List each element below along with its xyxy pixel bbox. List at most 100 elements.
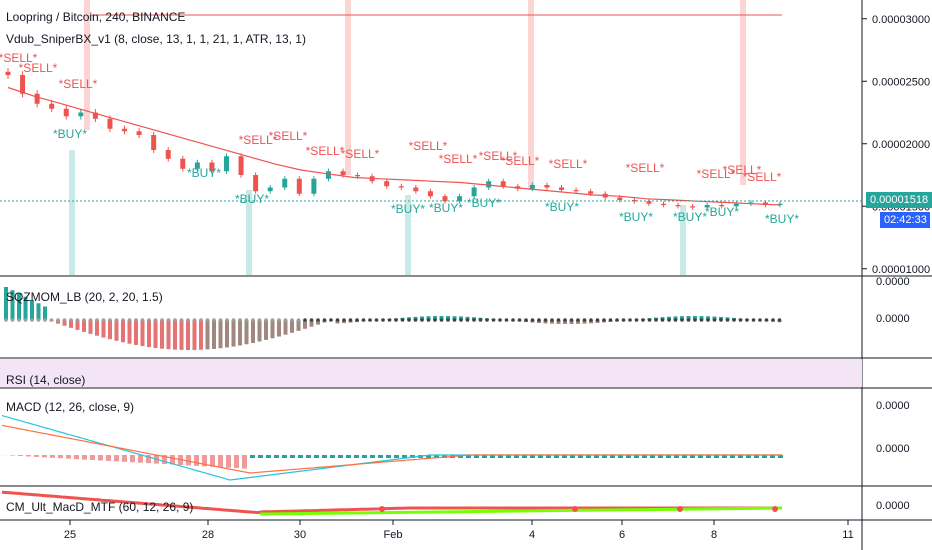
time-tick-label: 6 bbox=[619, 529, 625, 541]
sqz-dot bbox=[322, 318, 327, 322]
sqzmom-label[interactable]: SQZMOM_LB (20, 2, 20, 1.5) bbox=[6, 290, 163, 304]
macd-hist-bar bbox=[274, 455, 279, 458]
macd-hist-bar bbox=[442, 455, 447, 458]
indicator-label[interactable]: Vdub_SniperBX_v1 (8, close, 13, 1, 1, 21… bbox=[6, 32, 306, 46]
time-tick-label: 11 bbox=[842, 529, 853, 541]
macd-label[interactable]: MACD (12, 26, close, 9) bbox=[6, 400, 135, 414]
sqz-dot bbox=[745, 318, 749, 322]
sqz-bar bbox=[56, 320, 60, 324]
candle-body bbox=[151, 135, 157, 150]
candle-body bbox=[165, 150, 171, 159]
sqz-dot bbox=[615, 318, 619, 322]
time-tick-label: 30 bbox=[294, 529, 306, 541]
sqz-bar bbox=[316, 320, 320, 325]
sqz-dot bbox=[101, 318, 106, 322]
sell-signal: *SELL* bbox=[549, 157, 588, 171]
sqz-dot bbox=[127, 318, 132, 322]
sqz-dot bbox=[134, 318, 138, 322]
candle-body bbox=[631, 200, 637, 202]
sqz-dot bbox=[498, 318, 502, 322]
macd-hist-bar bbox=[730, 455, 735, 458]
signal-labels: *SELL**SELL**SELL**SELL**SELL**SELL**SEL… bbox=[0, 51, 799, 226]
macd-hist-bar bbox=[682, 455, 687, 458]
candle-body bbox=[660, 203, 666, 205]
sqz-bar bbox=[693, 316, 697, 320]
sqz-dot bbox=[472, 318, 476, 322]
macd-hist-bar bbox=[74, 455, 79, 460]
sell-zone-bar bbox=[84, 0, 90, 130]
sqz-bar bbox=[433, 316, 437, 320]
sqz-dot bbox=[433, 318, 437, 322]
macd-hist-bar bbox=[202, 455, 207, 467]
sqz-bar bbox=[576, 320, 580, 324]
candle-body bbox=[311, 178, 317, 194]
sqz-bar bbox=[686, 316, 691, 320]
macd-hist-bar bbox=[226, 455, 231, 468]
rsi-label[interactable]: RSI (14, close) bbox=[6, 373, 86, 387]
sqz-dot bbox=[732, 318, 736, 322]
sqz-bar bbox=[550, 320, 554, 324]
candle-body bbox=[194, 162, 200, 169]
sqzmom-tick-mid: 0.0000 bbox=[876, 313, 910, 325]
sqz-bar bbox=[75, 320, 80, 330]
sell-signal: *SELL* bbox=[723, 163, 762, 177]
sqz-dot bbox=[355, 318, 359, 322]
macd-hist-bar bbox=[466, 455, 471, 458]
macd-hist-bar bbox=[266, 455, 271, 458]
sqz-bar bbox=[212, 320, 216, 349]
sell-signal: *SELL* bbox=[479, 149, 518, 163]
sqz-bar bbox=[257, 320, 262, 342]
sqz-bar bbox=[199, 320, 203, 350]
candle-body bbox=[267, 187, 273, 192]
sell-signal: *SELL* bbox=[409, 139, 448, 153]
sqz-dot bbox=[303, 318, 307, 322]
sqz-dot bbox=[420, 318, 424, 322]
time-tick-label: 28 bbox=[202, 529, 214, 541]
sqz-dot bbox=[218, 318, 223, 322]
sell-signal: *SELL* bbox=[0, 51, 38, 65]
ema-line bbox=[7, 86, 781, 206]
sqz-bar bbox=[179, 320, 184, 350]
sqz-dot bbox=[686, 318, 691, 322]
candle-body bbox=[442, 196, 448, 202]
candle-body bbox=[384, 181, 390, 187]
macd-hist-bar bbox=[50, 455, 55, 458]
cm-signal-line bbox=[259, 506, 783, 516]
sqz-dot bbox=[504, 318, 509, 322]
sqz-bar bbox=[192, 320, 197, 350]
sqz-dot bbox=[439, 318, 444, 322]
sqz-dot bbox=[381, 318, 385, 322]
macd-hist-bar bbox=[530, 455, 535, 458]
sqz-dot bbox=[95, 318, 99, 322]
buy-signal: *BUY* bbox=[705, 205, 739, 219]
macd-hist-bar bbox=[578, 455, 583, 458]
sqz-dot bbox=[537, 318, 541, 322]
sqz-bar bbox=[277, 320, 281, 337]
cm-macd-label[interactable]: CM_Ult_MacD_MTF (60, 12, 26, 9) bbox=[6, 500, 194, 514]
sqzmom-tick-top: 0.0000 bbox=[876, 276, 910, 288]
candle-body bbox=[107, 118, 113, 129]
sell-zone-bar bbox=[345, 0, 351, 175]
macd-hist-bar bbox=[314, 455, 319, 458]
sqz-bar bbox=[95, 320, 99, 336]
macd-hist-bar bbox=[242, 455, 247, 469]
sqzmom-histogram bbox=[4, 287, 782, 350]
ema-path bbox=[7, 86, 781, 206]
candle-body bbox=[704, 205, 710, 208]
chart-title: Loopring / Bitcoin, 240, BINANCE bbox=[6, 10, 186, 24]
sqz-bar bbox=[231, 320, 236, 347]
candle-body bbox=[63, 108, 69, 117]
macd-hist-bar bbox=[290, 455, 295, 458]
sqz-bar bbox=[556, 320, 561, 324]
macd-hist-bar bbox=[778, 455, 783, 458]
countdown-badge: 02:42:33 bbox=[880, 212, 930, 228]
sqz-dot bbox=[582, 318, 587, 322]
sqz-bar bbox=[69, 320, 73, 328]
sqz-dot bbox=[4, 318, 8, 322]
sqz-dot bbox=[602, 318, 606, 322]
candle-body bbox=[92, 112, 98, 119]
macd-hist-bar bbox=[538, 455, 543, 458]
sqz-dot bbox=[387, 318, 392, 322]
sqz-dot bbox=[407, 318, 411, 322]
